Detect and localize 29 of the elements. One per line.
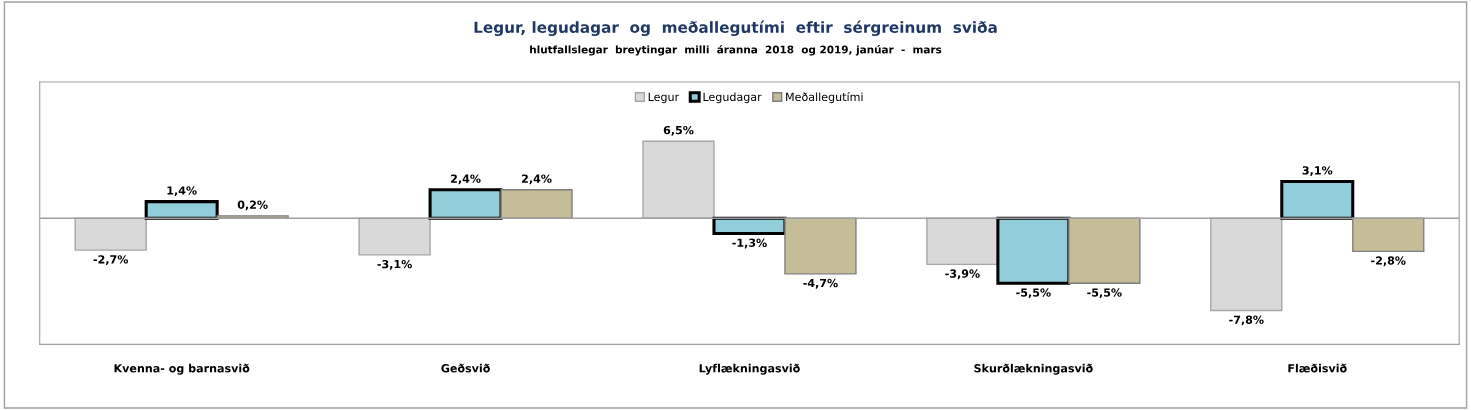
data-label: 3,1% (1302, 166, 1333, 176)
legend-label: Meðallegutími (786, 92, 863, 104)
x-tick-label: Flæðisvið (1288, 363, 1347, 373)
bar (1352, 217, 1425, 253)
bar (784, 217, 857, 275)
data-label: -4,7% (803, 278, 838, 289)
bar (500, 189, 573, 219)
data-label: -3,1% (377, 259, 412, 270)
x-tick-label: Skurðlækningasvið (974, 363, 1093, 375)
data-label: -3,9% (945, 269, 980, 280)
data-label: 0,2% (237, 200, 268, 211)
data-label: -1,3% (732, 238, 767, 249)
x-tick-label: Lyflækningasvið (699, 363, 800, 375)
data-label: -5,5% (1016, 288, 1051, 299)
data-label: -7,8% (1229, 315, 1264, 326)
data-label: -2,7% (93, 255, 129, 265)
x-tick-label: Geðsvið (441, 363, 490, 373)
legend-label: Legudagar (703, 92, 762, 104)
data-label: -5,5% (1087, 288, 1122, 299)
legend-label: Legur (648, 92, 680, 104)
x-tick-label: Kvenna- og barnasvið (114, 363, 250, 375)
bar (1068, 217, 1141, 285)
chart-title: Legur, legudagar og meðallegutími eftir sérgreinum sviða (474, 20, 997, 37)
data-label: 1,4% (167, 186, 197, 197)
data-label: 2,4% (451, 174, 481, 185)
data-label: 2,4% (522, 174, 552, 185)
chart-subtitle: hlutfallslegar breytingar milli áranna 2018 og 2019, janúar - mars (530, 44, 942, 56)
data-label: 6,5% (663, 125, 694, 136)
data-label: -2,8% (1371, 256, 1406, 267)
